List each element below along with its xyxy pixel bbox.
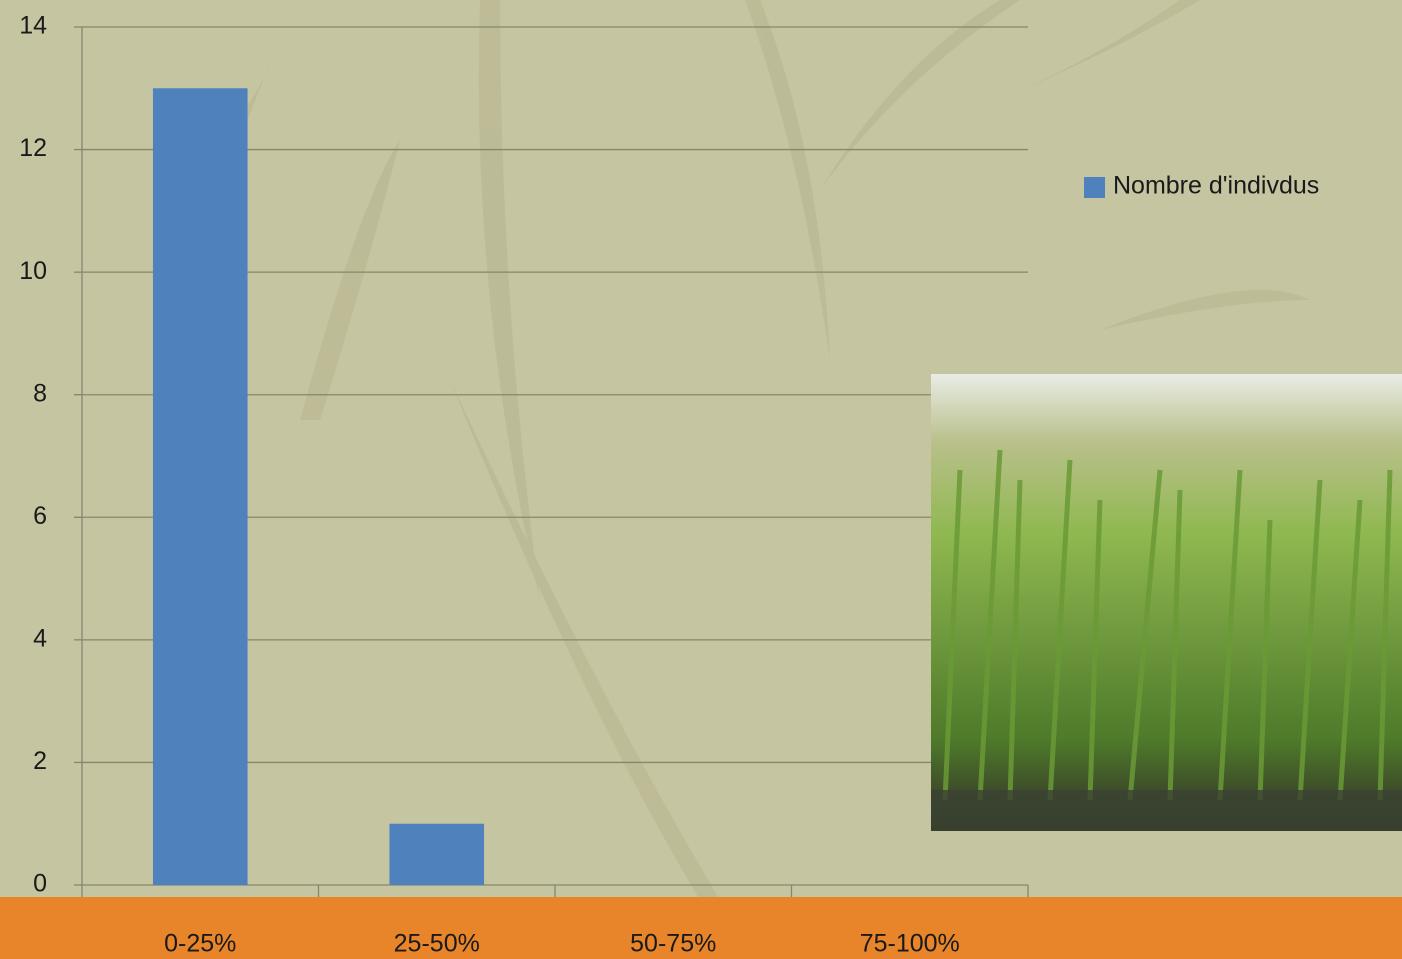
x-tick-label: 0-25%: [164, 930, 236, 958]
photo-frame: [931, 374, 1402, 831]
legend-swatch: [1084, 177, 1105, 198]
bar: [152, 88, 248, 886]
x-tick-label: 25-50%: [394, 930, 480, 958]
legend-label: Nombre d'indivdus: [1113, 172, 1319, 200]
photo: [931, 374, 1402, 831]
x-tick-label: 50-75%: [630, 930, 716, 958]
photo-reeds: [942, 449, 1393, 801]
footer-band: [0, 897, 1402, 959]
y-tick-label: 2: [33, 747, 47, 775]
y-tick-label: 4: [33, 624, 47, 652]
x-tick-label: 75-100%: [860, 930, 960, 958]
y-tick-label: 14: [19, 12, 47, 40]
y-tick-label: 12: [19, 134, 47, 162]
bar: [389, 823, 485, 885]
y-tick-label: 8: [33, 379, 47, 407]
y-tick-label: 10: [19, 257, 47, 285]
y-tick-label: 6: [33, 502, 47, 530]
photo-water: [931, 790, 1402, 831]
y-tick-label: 0: [33, 870, 47, 898]
